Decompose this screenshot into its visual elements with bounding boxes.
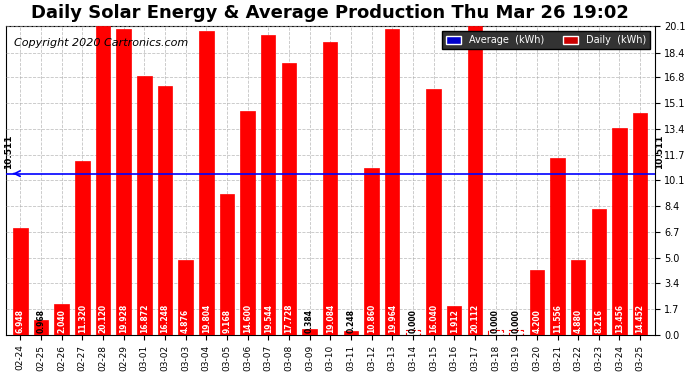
Text: 4.880: 4.880 [573, 308, 582, 333]
Bar [75, 161, 90, 335]
Bar [591, 209, 606, 335]
Bar [406, 330, 420, 335]
Bar [530, 270, 544, 335]
Bar [282, 63, 296, 335]
Text: 4.876: 4.876 [181, 308, 190, 333]
Title: Daily Solar Energy & Average Production Thu Mar 26 19:02: Daily Solar Energy & Average Production … [31, 4, 629, 22]
Legend: Average  (kWh), Daily  (kWh): Average (kWh), Daily (kWh) [442, 32, 650, 49]
Bar [364, 168, 379, 335]
Text: 17.728: 17.728 [284, 303, 293, 333]
Bar [344, 331, 358, 335]
Text: 10.511: 10.511 [655, 135, 664, 169]
Bar [612, 128, 627, 335]
Text: 19.964: 19.964 [388, 303, 397, 333]
Bar [633, 113, 647, 335]
Text: 16.040: 16.040 [429, 303, 438, 333]
Bar [323, 42, 337, 335]
Text: 2.040: 2.040 [57, 309, 66, 333]
Text: 0.000: 0.000 [512, 309, 521, 333]
Bar [468, 26, 482, 335]
Bar [447, 306, 462, 335]
Bar [571, 260, 585, 335]
Bar [302, 329, 317, 335]
Text: 8.216: 8.216 [594, 309, 603, 333]
Bar [261, 35, 275, 335]
Bar [199, 31, 213, 335]
Text: 16.248: 16.248 [161, 303, 170, 333]
Text: 10.860: 10.860 [367, 303, 376, 333]
Text: 19.084: 19.084 [326, 303, 335, 333]
Text: 10.511: 10.511 [4, 135, 13, 169]
Bar [55, 304, 69, 335]
Text: 19.928: 19.928 [119, 303, 128, 333]
Text: 9.168: 9.168 [222, 309, 231, 333]
Text: 14.452: 14.452 [635, 303, 644, 333]
Text: 1.912: 1.912 [450, 309, 459, 333]
Bar [158, 86, 172, 335]
Text: 11.320: 11.320 [78, 303, 87, 333]
Text: 0.968: 0.968 [37, 309, 46, 333]
Text: 19.544: 19.544 [264, 303, 273, 333]
Text: 4.200: 4.200 [533, 309, 542, 333]
Text: 6.948: 6.948 [16, 309, 25, 333]
Bar [489, 330, 503, 335]
Text: 20.112: 20.112 [471, 303, 480, 333]
Text: 14.600: 14.600 [243, 303, 252, 333]
Text: 11.556: 11.556 [553, 304, 562, 333]
Bar [509, 330, 524, 335]
Text: 0.000: 0.000 [491, 309, 500, 333]
Text: 0.384: 0.384 [305, 309, 314, 333]
Bar [117, 29, 131, 335]
Bar [13, 228, 28, 335]
Text: 13.456: 13.456 [615, 303, 624, 333]
Text: 19.804: 19.804 [201, 303, 210, 333]
Bar [96, 26, 110, 335]
Text: 0.000: 0.000 [408, 309, 417, 333]
Text: 16.872: 16.872 [140, 303, 149, 333]
Bar [34, 320, 48, 335]
Bar [426, 89, 441, 335]
Bar [219, 194, 234, 335]
Bar [179, 260, 193, 335]
Text: 20.120: 20.120 [99, 303, 108, 333]
Text: Copyright 2020 Cartronics.com: Copyright 2020 Cartronics.com [14, 38, 188, 48]
Bar [240, 111, 255, 335]
Bar [385, 28, 400, 335]
Bar [137, 76, 152, 335]
Bar [551, 158, 564, 335]
Text: 0.248: 0.248 [346, 309, 355, 333]
